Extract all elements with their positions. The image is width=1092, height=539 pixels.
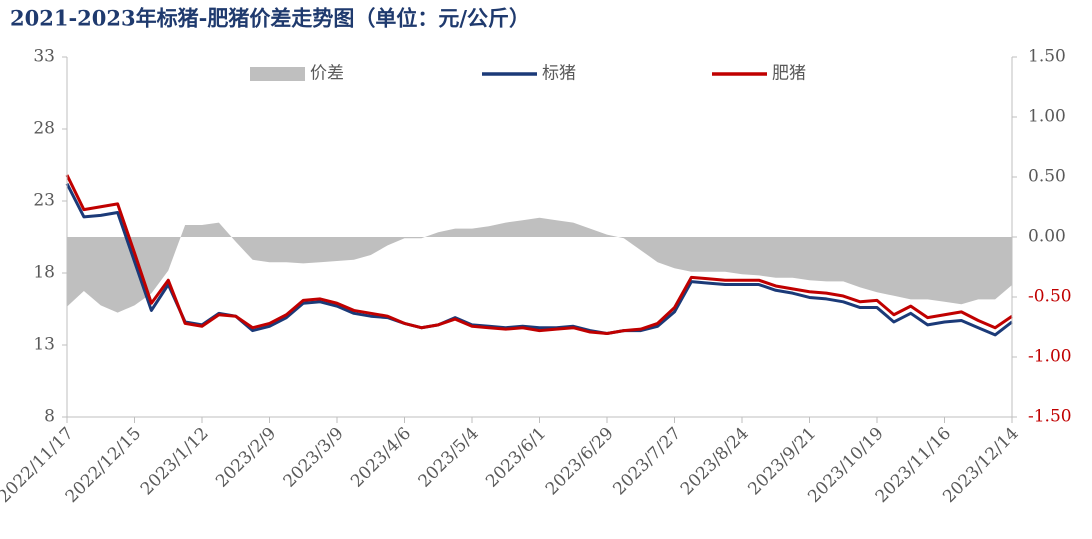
- x-tick-label: 2023/5/4: [415, 424, 483, 492]
- line: [65, 174, 1013, 335]
- x-tick-label: 2023/8/24: [677, 424, 753, 500]
- y-tick-label: 33: [33, 47, 55, 67]
- y2-tick-label: -0.50: [1028, 287, 1072, 307]
- y2-tick-label: 0.00: [1028, 227, 1066, 247]
- x-tick-label: 2023/4/6: [347, 424, 415, 492]
- chart-title: 2021-2023年标猪-肥猪价差走势图（单位：元/公斤）: [10, 6, 530, 31]
- legend-label: 标猪: [542, 64, 576, 84]
- x-tick-label: 2023/7/27: [609, 424, 685, 500]
- x-tick-label: 2023/6/29: [542, 424, 618, 500]
- y-tick-label: 13: [33, 335, 55, 355]
- y-tick-label: 28: [33, 119, 55, 139]
- y2-tick-label: 0.50: [1028, 167, 1066, 187]
- y2-tick-label: 1.50: [1028, 47, 1066, 67]
- legend-swatch: [250, 67, 305, 81]
- area: [67, 217, 1012, 313]
- y-tick-label: 18: [33, 263, 55, 283]
- y2-tick-label: 1.00: [1028, 107, 1066, 127]
- x-tick-label: 2023/1/12: [137, 424, 213, 500]
- y2-tick-label: -1.50: [1028, 407, 1072, 427]
- x-tick-label: 2023/2/9: [212, 424, 280, 492]
- y-tick-label: 23: [33, 191, 55, 211]
- y2-tick-label: -1.00: [1028, 347, 1072, 367]
- legend-label: 价差: [310, 64, 344, 84]
- legend-label: 肥猪: [772, 64, 806, 84]
- y-tick-label: 8: [44, 407, 55, 427]
- x-tick-label: 2023/6/1: [482, 424, 550, 492]
- x-tick-label: 2023/3/9: [280, 424, 348, 492]
